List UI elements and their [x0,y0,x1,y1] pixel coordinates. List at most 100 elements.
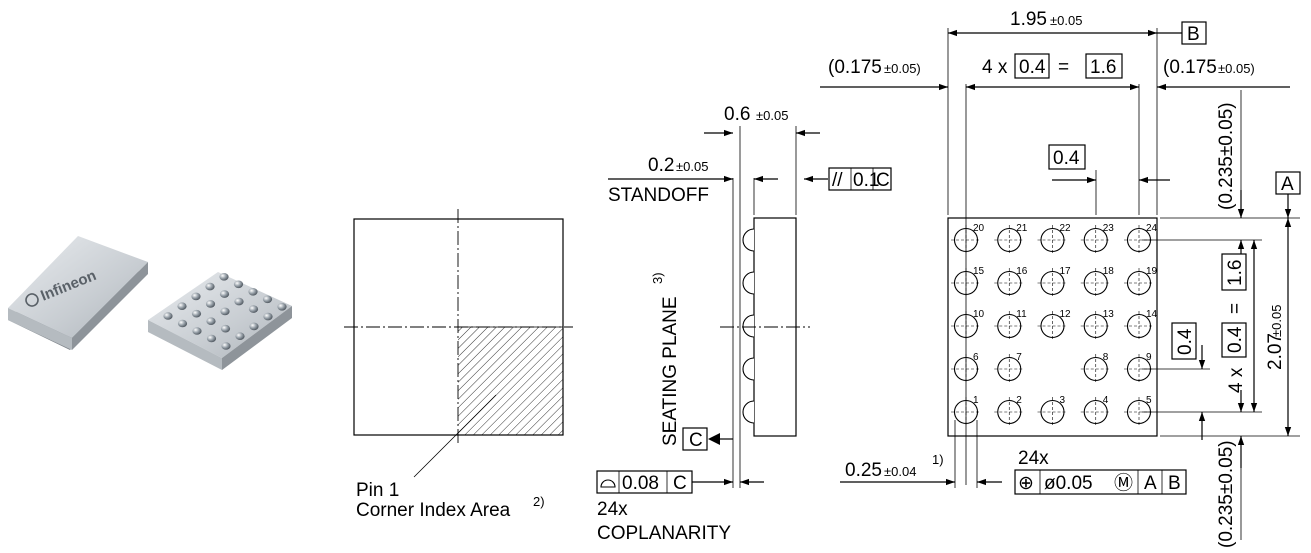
edge-right: (0.175 [1163,57,1217,78]
photo-ball [248,305,259,313]
datum-b-frame [1181,21,1207,45]
photo-ball [277,303,287,311]
package-photo-bottom [148,272,292,370]
v-pitch-eq: = [1225,303,1246,314]
photo-ball [262,295,273,304]
solder-ball-pin: 9 [1124,352,1154,384]
photo-ball [219,290,230,298]
logo-icon [25,293,39,307]
solder-ball-pin: 7 [994,352,1025,384]
seating-plane-label: SEATING PLANE [660,296,681,446]
side-view-balls [742,228,755,424]
pin-number: 23 [1103,223,1115,234]
parallel-symbol: // [832,170,843,191]
pin-number: 18 [1103,266,1115,277]
photo-ball [235,332,245,341]
pin1-leader [413,394,497,478]
photo-ball [177,319,188,328]
photo-ball [192,327,202,335]
edge-right-tol: ±0.05) [1218,61,1255,76]
photo-ball [191,292,201,301]
position-ref-a: A [1144,473,1157,494]
width-value: 1.95 [1010,9,1047,30]
pin1-label: Pin 1 [356,480,399,501]
side-ball [742,271,755,295]
ball-count: 24x [1018,448,1049,469]
solder-ball-pin: 8 [1080,352,1111,384]
parallelism-frame [828,167,892,191]
side-ball [742,400,755,424]
solder-ball-pin: 12 [1037,309,1072,341]
photo-ball [191,309,202,318]
ball-dia-note: 1) [932,452,944,467]
solder-ball-pin: 11 [994,309,1027,341]
position-ref-b: B [1168,473,1181,494]
package-photo-top: Infineon [8,236,148,350]
pin-number: 16 [1016,266,1028,277]
standoff-tol: ±0.05 [676,159,708,174]
pin-number: 20 [973,223,985,234]
pin-number: 21 [1016,223,1028,234]
photo-ball [234,297,244,306]
solder-ball-pin: 21 [994,223,1028,255]
solder-ball-pin: 17 [1037,266,1071,298]
thickness-tol: ±0.05 [756,108,788,123]
edge-left-tol: ±0.05) [884,61,921,76]
position-icon: ⊕ [1018,473,1034,494]
photo-ball [233,280,244,289]
pin-number: 5 [1146,395,1152,406]
solder-ball-pin: 5 [1124,395,1154,427]
pitch-eq: = [1058,57,1069,78]
pin-number: 19 [1146,266,1158,277]
v-pitch-total: 1.6 [1225,260,1246,286]
v-pitch-frame [1221,322,1247,358]
pin-number: 14 [1146,309,1158,320]
pin-number: 24 [1146,223,1158,234]
coplanarity-ref: C [673,473,687,494]
side-ball [742,357,755,381]
datum-c-frame [682,427,708,451]
datum-b: B [1187,24,1200,45]
corner-index-label: Corner Index Area [356,500,511,521]
pitch-single-frame [1048,144,1086,170]
mmc-icon: Ⓜ [1114,472,1133,494]
pin-number: 13 [1103,309,1115,320]
v-pitch-single-frame [1171,322,1197,360]
edge-left: (0.175 [828,57,882,78]
solder-ball-pin: 14 [1124,309,1158,341]
photo-ball [221,342,231,350]
coplanarity-count: 24x [597,499,628,520]
ball-dia-tol: ±0.04 [884,464,916,479]
edge-bottom: (0.235±0.05) [1216,440,1237,548]
solder-ball-pin: 16 [994,266,1028,298]
edge-top: (0.235±0.05) [1216,102,1237,210]
standoff-label: STANDOFF [608,185,709,206]
seating-plane-note: 3) [650,272,665,284]
pitch-total-frame [1085,53,1123,79]
photo-ball [205,282,215,291]
ball-dia-value: 0.25 [845,460,882,481]
position-value: ø0.05 [1044,473,1093,494]
v-pitch-single: 0.4 [1175,328,1196,355]
width-tol: ±0.05 [1050,13,1082,28]
photo-solder-balls [163,273,287,350]
photo-ball [205,300,216,308]
coplanarity-value: 0.08 [622,473,659,494]
photo-ball [263,312,273,321]
solder-ball-pin: 2 [994,395,1025,427]
photo-ball [248,288,258,296]
pin-number: 12 [1060,309,1072,320]
pin-number: 8 [1103,352,1109,363]
coplanarity-label: COPLANARITY [597,523,731,544]
v-pitch-prefix: 4 x [1226,367,1247,393]
v-pitch-value: 0.4 [1225,326,1246,353]
side-ball [742,314,755,338]
photo-ball [177,302,187,311]
parallel-ref: C [876,170,890,191]
pin-number: 7 [1016,352,1022,363]
solder-ball-pin: 19 [1124,266,1158,298]
photo-ball [219,273,229,281]
solder-ball-pin: 23 [1080,223,1115,255]
